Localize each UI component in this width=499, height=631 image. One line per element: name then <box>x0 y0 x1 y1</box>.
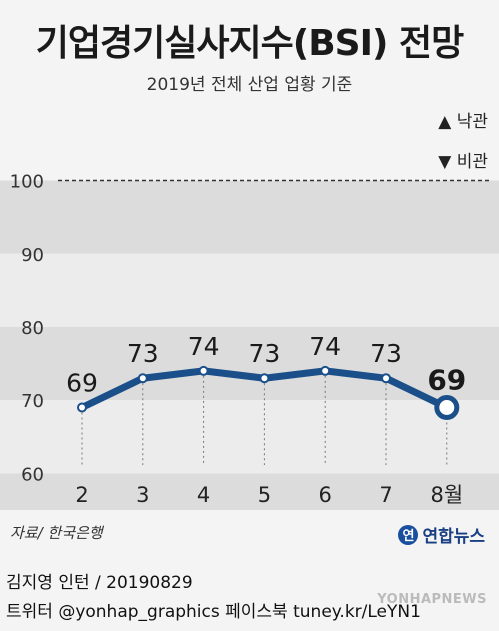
logo-text: 연합뉴스 <box>422 527 485 547</box>
band-0 <box>0 180 499 254</box>
data-point-4 <box>320 365 331 376</box>
x-label-1: 3 <box>136 483 149 507</box>
watermark: YONHAPNEWS <box>377 592 487 607</box>
x-label-2: 4 <box>197 483 210 507</box>
data-point-highlight <box>434 395 460 420</box>
legend-optimistic: ▲ 낙관 <box>438 112 488 132</box>
y-tick-70: 70 <box>21 391 44 412</box>
data-point-2 <box>198 365 209 376</box>
x-label-6: 8월 <box>430 483 463 507</box>
y-tick-60: 60 <box>21 464 44 485</box>
credit-line: 김지영 인턴 / 20190829 <box>6 573 193 593</box>
x-label-4: 6 <box>319 483 332 507</box>
band-1 <box>0 253 499 327</box>
social-line: 트위터 @yonhap_graphics 페이스북 tuney.kr/LeYN1 <box>6 602 421 622</box>
value-label-5: 73 <box>370 339 402 368</box>
band-4 <box>0 473 499 510</box>
yonhap-logo: 연 연합뉴스 <box>398 522 485 547</box>
value-label-3: 73 <box>248 339 280 368</box>
value-label-2: 74 <box>188 332 220 361</box>
value-label-6: 69 <box>427 364 466 397</box>
logo-mark-icon: 연 <box>398 524 419 545</box>
data-points <box>77 365 460 420</box>
x-axis-labels: 2 3 4 5 6 7 8월 <box>75 483 463 507</box>
value-labels: 69 73 74 73 74 73 69 <box>66 332 466 398</box>
chart-subtitle: 2019년 전체 산업 업황 기준 <box>146 75 353 95</box>
data-point-3 <box>259 373 270 384</box>
drop-lines <box>81 370 448 465</box>
chart-title: 기업경기실사지수(BSI) 전망 <box>35 23 464 64</box>
value-label-0: 69 <box>66 369 98 398</box>
y-tick-100: 100 <box>10 172 44 193</box>
background-bands <box>0 180 499 510</box>
legend-pessimistic: ▼ 비관 <box>438 152 488 172</box>
y-tick-90: 90 <box>21 245 44 266</box>
legend: ▲ 낙관 ▼ 비관 <box>438 112 488 172</box>
source-note: 자료/ 한국은행 <box>10 524 103 542</box>
value-label-1: 73 <box>127 339 159 368</box>
data-point-0 <box>77 402 87 413</box>
band-2 <box>0 326 499 401</box>
y-tick-80: 80 <box>21 318 44 339</box>
value-label-4: 74 <box>309 332 341 361</box>
data-point-1 <box>137 373 148 384</box>
data-point-5 <box>381 373 391 384</box>
y-axis-ticks: 60 70 80 90 100 <box>10 172 44 486</box>
x-label-0: 2 <box>75 483 88 507</box>
bsi-line-chart: 60 70 80 90 100 ▲ 낙관 ▼ 비관 69 73 74 73 74 73 69 2 3 4… <box>0 112 499 510</box>
x-label-5: 7 <box>379 483 392 507</box>
x-label-3: 5 <box>258 483 271 507</box>
band-3 <box>0 400 499 474</box>
